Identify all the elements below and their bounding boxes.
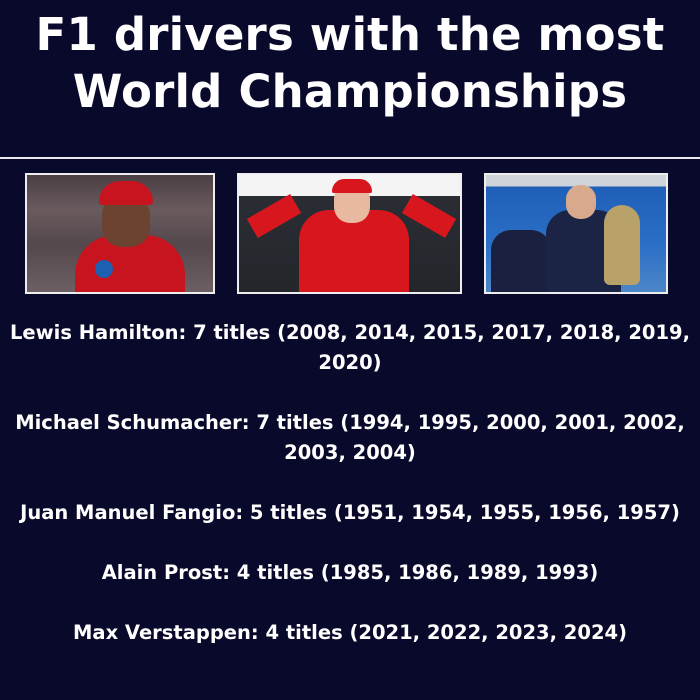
driver-item-prost: Alain Prost: 4 titles (1985, 1986, 1989,… xyxy=(101,561,599,584)
driver-item-schumacher: Michael Schumacher: 7 titles (1994, 1995… xyxy=(15,411,685,464)
divider xyxy=(0,157,700,159)
verstappen-photo xyxy=(484,173,668,294)
hamilton-photo xyxy=(25,173,215,294)
drivers-list: Lewis Hamilton: 7 titles (2008, 2014, 20… xyxy=(0,318,700,678)
schumacher-photo xyxy=(237,173,462,294)
driver-item-fangio: Juan Manuel Fangio: 5 titles (1951, 1954… xyxy=(20,501,680,524)
driver-item-hamilton: Lewis Hamilton: 7 titles (2008, 2014, 20… xyxy=(9,321,691,374)
driver-item-verstappen: Max Verstappen: 4 titles (2021, 2022, 20… xyxy=(73,621,627,644)
page-title: F1 drivers with the most World Champions… xyxy=(35,8,665,118)
